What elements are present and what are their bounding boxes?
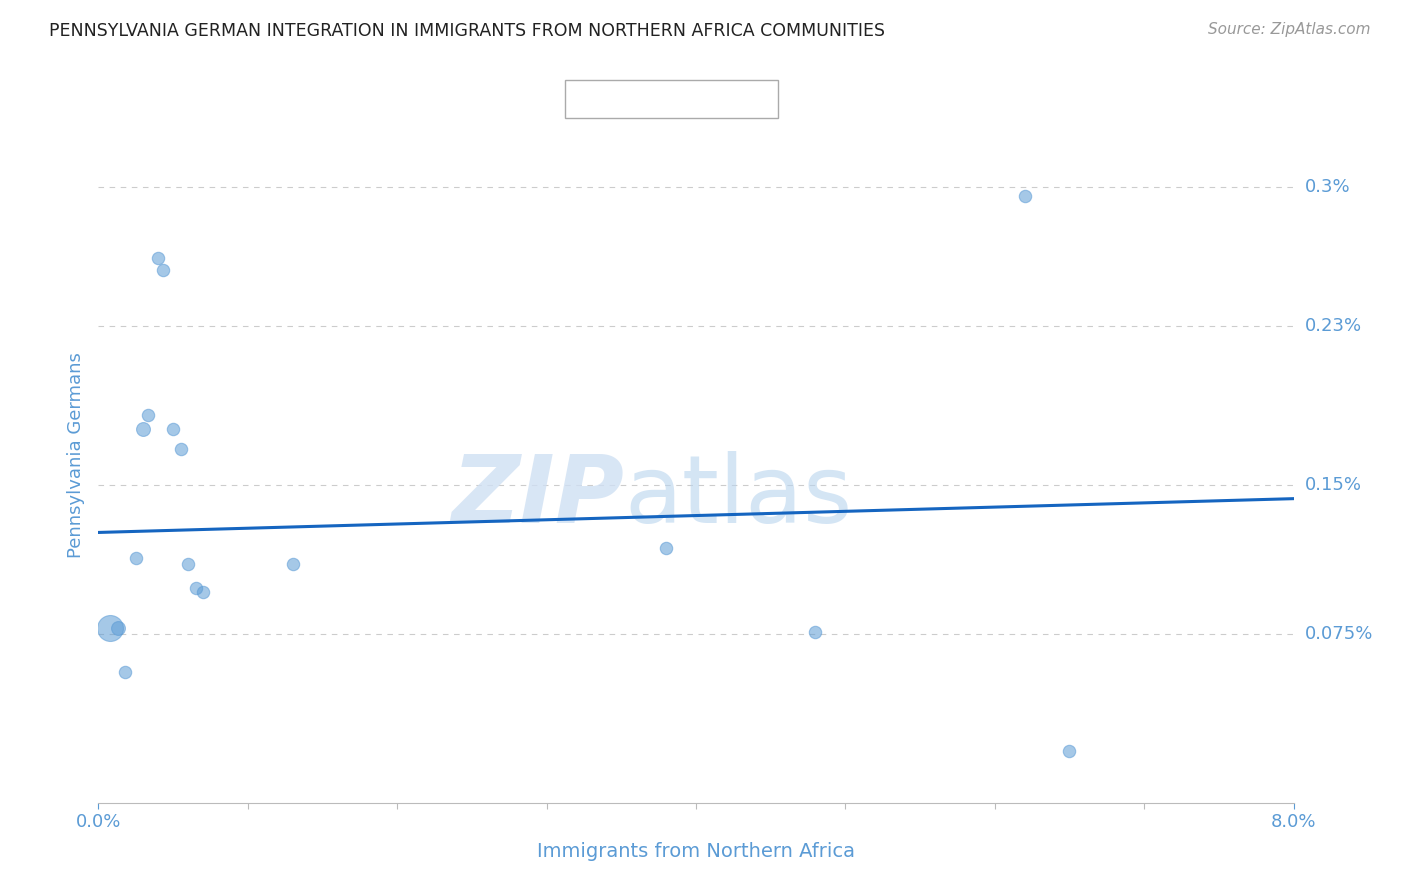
Point [162, 422, 184, 436]
Text: R =: R = [575, 89, 619, 109]
X-axis label: Immigrants from Northern Africa: Immigrants from Northern Africa [537, 842, 855, 862]
Point [177, 558, 200, 572]
Text: 0.075%: 0.075% [1305, 624, 1374, 643]
Point [107, 621, 129, 635]
Point [655, 541, 678, 556]
Point [804, 624, 827, 639]
Point [281, 558, 304, 572]
FancyBboxPatch shape [565, 79, 778, 119]
Point [1014, 189, 1036, 203]
Point [191, 585, 214, 599]
Text: N =: N = [676, 89, 720, 109]
Text: 0.23%: 0.23% [1305, 317, 1362, 334]
Text: 0.3%: 0.3% [1305, 178, 1350, 195]
Text: 0.034: 0.034 [617, 89, 678, 109]
Y-axis label: Pennsylvania Germans: Pennsylvania Germans [66, 352, 84, 558]
Point [1059, 744, 1081, 758]
Point [136, 408, 159, 422]
Point [152, 263, 174, 277]
Text: PENNSYLVANIA GERMAN INTEGRATION IN IMMIGRANTS FROM NORTHERN AFRICA COMMUNITIES: PENNSYLVANIA GERMAN INTEGRATION IN IMMIG… [49, 22, 886, 40]
Text: atlas: atlas [624, 450, 852, 542]
Point [148, 251, 170, 265]
Point [132, 422, 155, 436]
Point [125, 551, 148, 566]
Point [184, 581, 207, 595]
Point [169, 442, 191, 456]
Text: Source: ZipAtlas.com: Source: ZipAtlas.com [1208, 22, 1371, 37]
Point [114, 665, 136, 679]
Text: 0.15%: 0.15% [1305, 475, 1361, 494]
Text: 18: 18 [720, 89, 747, 109]
Text: ZIP: ZIP [451, 450, 624, 542]
Point [98, 621, 122, 635]
